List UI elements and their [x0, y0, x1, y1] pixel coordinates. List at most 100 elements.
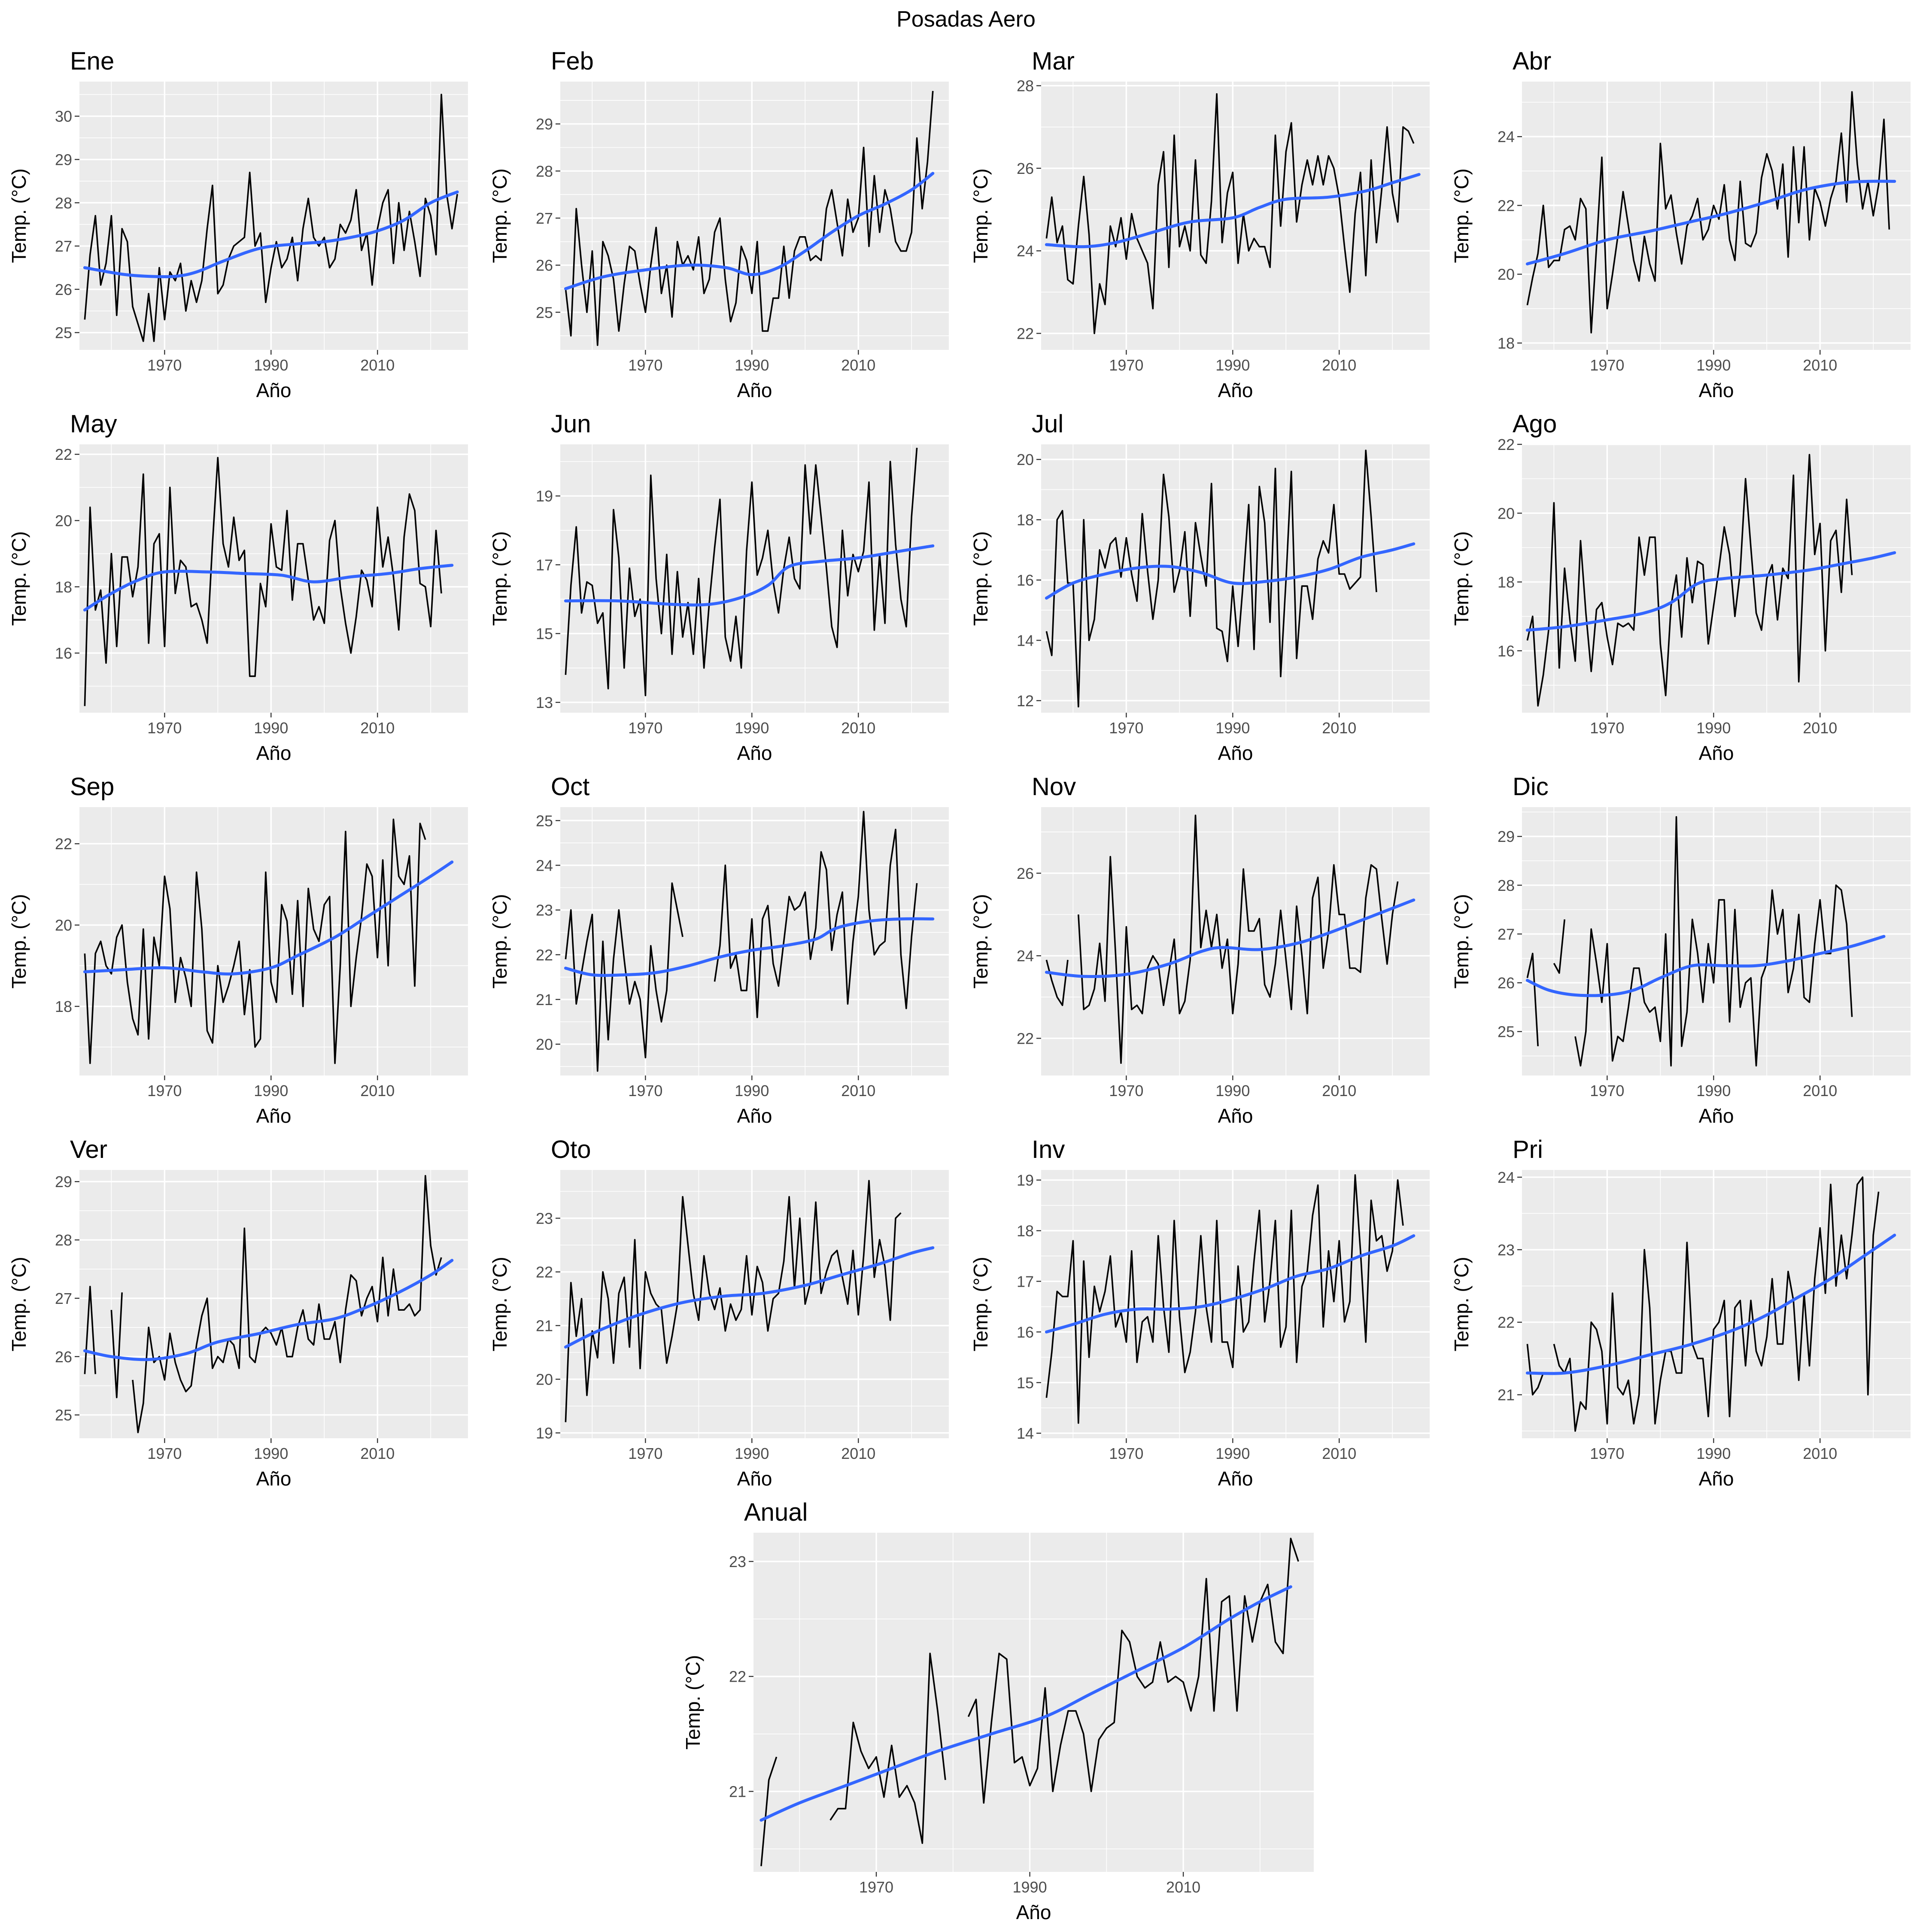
- x-axis: 1970 1990 2010: [1109, 1075, 1356, 1100]
- observed-series: [1045, 93, 1415, 334]
- x-tick-label: 2010: [841, 719, 875, 737]
- y-tick-label: 24: [1017, 242, 1034, 260]
- y-tick-label: 12: [1017, 692, 1034, 710]
- x-axis: 1970 1990 2010: [147, 1075, 395, 1100]
- x-tick-label: 2010: [1322, 1082, 1356, 1100]
- y-tick-label: 29: [1498, 828, 1515, 845]
- y-axis-title: Temp. (°C): [1450, 531, 1473, 626]
- x-tick-label: 2010: [841, 1082, 875, 1100]
- y-axis-title: Temp. (°C): [1450, 168, 1473, 263]
- y-tick-label: 22: [536, 946, 553, 964]
- observed-series-line: [967, 1537, 1299, 1804]
- x-axis: 1970 1990 2010: [1590, 713, 1837, 737]
- y-tick-label: 25: [55, 324, 72, 342]
- plot-background: [79, 82, 468, 350]
- major-gridlines: [79, 1170, 468, 1438]
- y-tick-label: 23: [536, 902, 553, 919]
- observed-series: [1526, 91, 1890, 334]
- observed-series-line: [1526, 953, 1539, 1046]
- y-axis-title: Temp. (°C): [489, 168, 511, 263]
- y-tick-label: 14: [1017, 1425, 1034, 1442]
- y-axis: 22 24 26 28: [1017, 77, 1041, 343]
- y-tick-label: 22: [1498, 197, 1515, 214]
- x-axis-title: Año: [256, 742, 292, 764]
- minor-gridlines: [1522, 807, 1911, 1075]
- observed-series: [1045, 1174, 1404, 1424]
- x-axis-title: Año: [1218, 1105, 1253, 1127]
- observed-series-line: [132, 1175, 442, 1434]
- observed-series-line: [1045, 450, 1377, 708]
- x-axis-title: Año: [256, 1467, 292, 1490]
- panel-ver: 1970 1990 2010 25 26 27 28 29 Año Temp. (°C) Ver: [8, 1136, 468, 1490]
- x-tick-label: 1990: [254, 1445, 288, 1462]
- y-tick-label: 23: [536, 1210, 553, 1227]
- y-axis: 16 18 20 22: [1498, 436, 1522, 660]
- x-tick-label: 1970: [147, 719, 182, 737]
- x-tick-label: 1970: [1590, 356, 1624, 374]
- x-tick-label: 2010: [1322, 1445, 1356, 1462]
- major-gridlines: [79, 82, 468, 350]
- x-axis: 1970 1990 2010: [1109, 713, 1356, 737]
- panel-title: Jul: [1032, 410, 1063, 438]
- x-tick-label: 1990: [1215, 1082, 1250, 1100]
- y-tick-label: 22: [55, 446, 72, 463]
- y-axis: 25 26 27 28 29: [55, 1173, 79, 1424]
- panel-oct: 1970 1990 2010 20 21 22 23 24 25 Año Temp. (°C) Oct: [489, 773, 949, 1127]
- observed-series: [565, 1180, 902, 1422]
- y-tick-label: 13: [536, 694, 553, 711]
- x-tick-label: 2010: [1803, 1082, 1837, 1100]
- observed-series-line: [565, 882, 683, 1072]
- y-tick-label: 28: [536, 162, 553, 180]
- y-tick-label: 26: [55, 281, 72, 298]
- x-axis-title: Año: [256, 1105, 292, 1127]
- y-tick-label: 25: [1498, 1023, 1515, 1041]
- y-tick-label: 18: [1498, 574, 1515, 591]
- smooth-trend-line: [1525, 935, 1886, 997]
- x-axis: 1970 1990 2010: [147, 1438, 395, 1462]
- plot-background: [79, 444, 468, 713]
- x-tick-label: 1970: [147, 356, 182, 374]
- x-tick-label: 1990: [735, 1082, 769, 1100]
- smooth-trend-line: [564, 917, 935, 977]
- x-tick-label: 1990: [1696, 719, 1731, 737]
- x-tick-label: 1990: [1696, 356, 1731, 374]
- y-axis-title: Temp. (°C): [1450, 894, 1473, 988]
- y-tick-label: 15: [1017, 1374, 1034, 1391]
- panel-title: Nov: [1032, 773, 1076, 801]
- x-tick-label: 2010: [360, 1445, 395, 1462]
- y-axis-title: Temp. (°C): [489, 531, 511, 626]
- panel-title: Jun: [551, 410, 591, 438]
- x-tick-label: 1970: [1590, 1445, 1624, 1462]
- x-tick-label: 1990: [254, 1082, 288, 1100]
- minor-gridlines: [79, 1170, 468, 1438]
- y-axis-title: Temp. (°C): [1450, 1257, 1473, 1351]
- panel-title: Sep: [70, 773, 114, 801]
- panel-title: Dic: [1513, 773, 1549, 801]
- x-tick-label: 1990: [735, 719, 769, 737]
- x-tick-label: 1990: [1013, 1878, 1047, 1896]
- y-tick-label: 27: [536, 210, 553, 227]
- observed-series-line: [565, 447, 918, 696]
- y-tick-label: 21: [536, 1317, 553, 1335]
- plot-background: [1522, 1170, 1911, 1438]
- panel-inv: 1970 1990 2010 14 15 16 17 18 19 Año Temp. (°C) Inv: [969, 1136, 1430, 1490]
- y-tick-label: 19: [536, 487, 553, 505]
- observed-series-line: [110, 1292, 123, 1398]
- panel-oto: 1970 1990 2010 19 20 21 22 23 Año Temp. (°C) Oto: [489, 1136, 949, 1490]
- panel-nov: 1970 1990 2010 22 24 26 Año Temp. (°C) Nov: [969, 773, 1430, 1127]
- y-tick-label: 18: [1017, 1222, 1034, 1240]
- panels-container: 1970 1990 2010 25 26 27 28 29 30 Año Temp. (°C) Ene…: [8, 47, 1911, 1923]
- observed-series-line: [1553, 919, 1565, 974]
- x-tick-label: 2010: [841, 356, 875, 374]
- y-axis-title: Temp. (°C): [969, 168, 992, 263]
- y-tick-label: 16: [1017, 1323, 1034, 1341]
- y-tick-label: 17: [536, 556, 553, 574]
- observed-series-line: [84, 94, 458, 342]
- observed-series: [84, 1175, 442, 1434]
- x-axis: 1970 1990 2010: [147, 713, 395, 737]
- y-axis-title: Temp. (°C): [682, 1655, 704, 1750]
- observed-series-line: [1526, 454, 1853, 707]
- y-axis: 16 18 20 22: [55, 446, 79, 662]
- smooth-trend-line: [1045, 898, 1416, 978]
- smooth-trend-line: [83, 860, 454, 976]
